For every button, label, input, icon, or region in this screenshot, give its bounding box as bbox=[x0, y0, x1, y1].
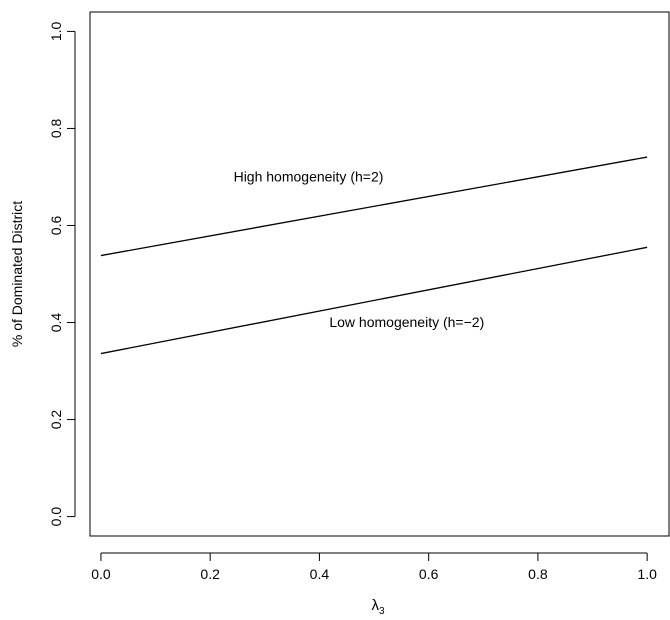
y-tick-label: 1.0 bbox=[48, 21, 64, 41]
x-axis-label: λ3 bbox=[371, 597, 385, 617]
x-tick-label: 0.0 bbox=[91, 566, 111, 582]
x-axis-label-subscript: 3 bbox=[379, 606, 385, 617]
x-tick-label: 0.6 bbox=[419, 566, 439, 582]
x-axis: 0.0 0.2 0.4 0.6 0.8 1.0 bbox=[91, 552, 657, 582]
x-tick-label: 0.4 bbox=[310, 566, 330, 582]
x-axis-label-main: λ bbox=[371, 597, 379, 614]
y-tick-label: 0.0 bbox=[48, 507, 64, 527]
series-layer: High homogeneity (h=2) Low homogeneity (h… bbox=[100, 156, 648, 355]
series-label-0: High homogeneity (h=2) bbox=[234, 169, 384, 185]
y-tick-label: 0.2 bbox=[48, 410, 64, 430]
x-tick-label: 0.8 bbox=[528, 566, 548, 582]
x-tick-label: 0.2 bbox=[200, 566, 220, 582]
series-label-1: Low homogeneity (h=−2) bbox=[329, 314, 484, 330]
y-tick-label: 0.8 bbox=[48, 119, 64, 139]
x-tick-label: 1.0 bbox=[637, 566, 657, 582]
y-tick-label: 0.4 bbox=[48, 313, 64, 333]
plot-frame bbox=[89, 11, 670, 537]
y-tick-label: 0.6 bbox=[48, 216, 64, 236]
y-axis-label: % of Dominated District bbox=[9, 201, 25, 347]
series-line-0 bbox=[100, 156, 648, 257]
series-line-1 bbox=[100, 246, 648, 355]
y-axis: 0.0 0.2 0.4 0.6 0.8 1.0 bbox=[48, 21, 76, 527]
